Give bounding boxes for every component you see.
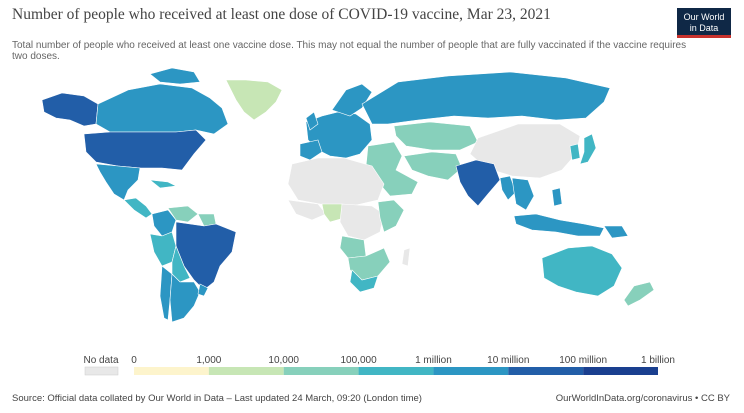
legend-no-data-label: No data xyxy=(83,355,118,366)
region-new-zealand[interactable] xyxy=(623,281,655,307)
legend-bin-label: 1,000 xyxy=(196,355,221,366)
owid-logo[interactable]: Our World in Data xyxy=(677,8,731,38)
region-indonesia[interactable] xyxy=(513,213,605,237)
region-nigeria[interactable] xyxy=(321,203,345,223)
legend-bin-swatch xyxy=(508,367,584,375)
region-india[interactable] xyxy=(455,159,501,207)
logo-line-2: in Data xyxy=(689,23,719,33)
region-united-kingdom[interactable] xyxy=(305,111,319,131)
region-argentina[interactable] xyxy=(169,273,201,323)
legend-bin-swatch xyxy=(583,367,658,375)
legend-bin-label: 10 million xyxy=(487,355,529,366)
region-alaska[interactable] xyxy=(41,92,99,127)
chart-subtitle: Total number of people who received at l… xyxy=(12,40,687,62)
legend-bin-label: 100,000 xyxy=(340,355,377,366)
legend-bin-swatch xyxy=(208,367,284,375)
legend-bin-label: 100 million xyxy=(559,355,607,366)
legend-bin-swatch xyxy=(134,367,209,375)
source-url[interactable]: OurWorldInData.org/coronavirus • CC BY xyxy=(555,393,730,404)
region-pakistan[interactable] xyxy=(403,151,463,181)
region-myanmar[interactable] xyxy=(499,175,517,201)
region-papua[interactable] xyxy=(603,225,629,239)
chart-title: Number of people who received at least o… xyxy=(12,6,551,23)
legend-bin-swatch xyxy=(433,367,509,375)
legend-bins: 0 1,000 10,000 100,000 1 million 10 million 10… xyxy=(131,355,658,375)
logo-line-1: Our World xyxy=(683,12,725,22)
region-japan[interactable] xyxy=(579,133,597,165)
region-mexico[interactable] xyxy=(95,163,141,201)
region-madagascar[interactable] xyxy=(401,247,411,267)
region-uruguay[interactable] xyxy=(197,283,209,297)
legend-bin-swatch xyxy=(283,367,359,375)
legend-no-data-swatch xyxy=(84,366,119,376)
region-greenland[interactable] xyxy=(225,79,283,121)
region-north-africa[interactable] xyxy=(287,157,385,207)
region-philippines[interactable] xyxy=(551,187,563,207)
source-note: Source: Official data collated by Our Wo… xyxy=(12,393,422,404)
region-scandinavia[interactable] xyxy=(331,83,373,117)
legend-bin-label: 1 million xyxy=(415,355,452,366)
legend-bin-label: 10,000 xyxy=(268,355,299,366)
region-venezuela[interactable] xyxy=(167,205,199,223)
region-iberia[interactable] xyxy=(299,139,323,161)
region-caribbean[interactable] xyxy=(149,179,178,189)
region-korea[interactable] xyxy=(569,143,581,161)
region-kazakhstan[interactable] xyxy=(393,121,479,151)
region-australia[interactable] xyxy=(541,245,623,297)
region-kenya[interactable] xyxy=(377,199,405,233)
legend-end-label: 1 billion xyxy=(641,355,675,366)
region-canada-islands[interactable] xyxy=(149,67,201,85)
region-west-africa[interactable] xyxy=(287,199,327,221)
region-united-states[interactable] xyxy=(83,129,207,171)
region-south-africa[interactable] xyxy=(349,269,379,293)
region-southeast-asia[interactable] xyxy=(511,177,535,211)
region-russia[interactable] xyxy=(361,71,611,125)
legend-bin-swatch xyxy=(358,367,434,375)
legend-bin-label: 0 xyxy=(131,355,137,366)
region-central-africa[interactable] xyxy=(339,203,385,241)
